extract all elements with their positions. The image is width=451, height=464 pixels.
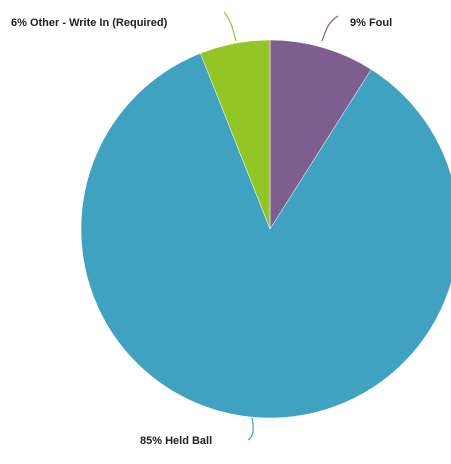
pie-slices	[80, 39, 451, 419]
leader-line-held-ball	[247, 417, 254, 441]
slice-label-other-write-in: 6% Other - Write In (Required)	[11, 17, 168, 29]
slice-label-foul: 9% Foul	[350, 17, 392, 29]
slice-label-held-ball: 85% Held Ball	[140, 435, 212, 447]
pie-slice-held-ball	[80, 52, 451, 419]
leader-line-other-write-in	[223, 11, 237, 42]
pie-leader-lines	[223, 11, 339, 441]
pie-slice-foul	[269, 39, 372, 230]
pie-slice-other-write-in	[200, 39, 271, 230]
leader-line-foul	[321, 15, 339, 42]
